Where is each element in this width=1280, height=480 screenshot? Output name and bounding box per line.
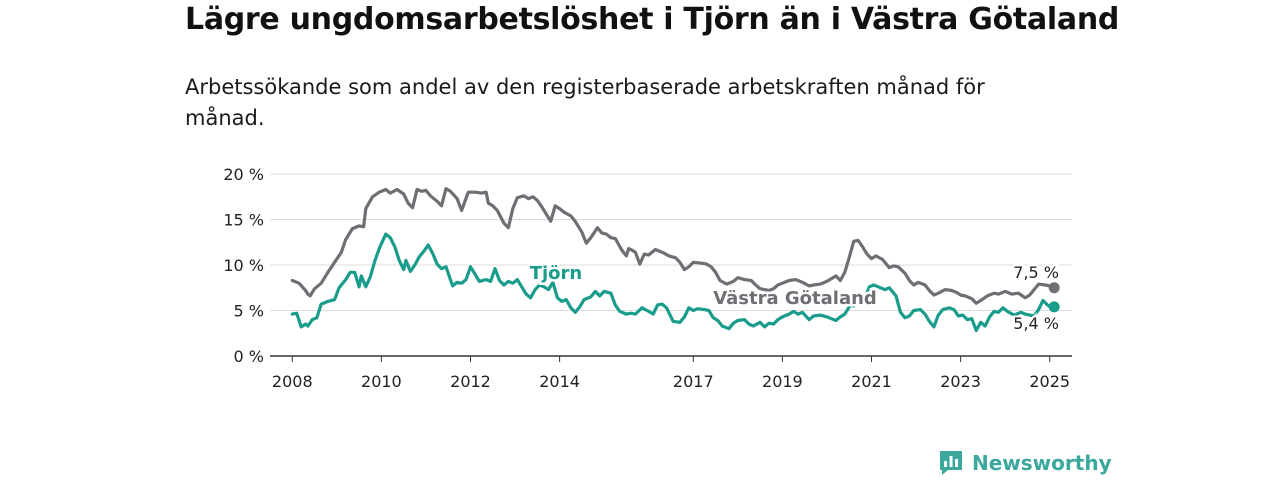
x-tick-label: 2025 bbox=[1029, 372, 1070, 391]
chart-subtitle: Arbetssökande som andel av den registerb… bbox=[185, 75, 985, 130]
chart-title: Lägre ungdomsarbetslöshet i Tjörn än i V… bbox=[185, 2, 1120, 37]
tj-rn-end-marker bbox=[1048, 301, 1060, 313]
x-tick-label: 2023 bbox=[940, 372, 981, 391]
series-layer bbox=[290, 187, 1060, 333]
y-tick-label: 20 % bbox=[223, 165, 264, 184]
x-tick-label: 2008 bbox=[272, 372, 313, 391]
v-stra-g-taland-end-marker bbox=[1048, 282, 1060, 294]
x-tick-label: 2010 bbox=[361, 372, 402, 391]
x-tick-label: 2019 bbox=[762, 372, 803, 391]
v-stra-g-taland-end-value: 7,5 % bbox=[1013, 263, 1059, 282]
newsworthy-brand-name: Newsworthy bbox=[972, 451, 1112, 475]
x-tick-label: 2017 bbox=[673, 372, 714, 391]
newsworthy-logo-icon bbox=[940, 451, 962, 475]
y-tick-label: 0 % bbox=[234, 347, 264, 366]
label-layer: 7,5 % Västra Götaland 5,4 % Tjörn bbox=[527, 261, 1061, 336]
v-stra-g-taland-series-label: Västra Götaland bbox=[713, 288, 877, 309]
x-tick-label: 2014 bbox=[539, 372, 580, 391]
newsworthy-logo: Newsworthy bbox=[938, 449, 1112, 477]
x-tick-label: 2012 bbox=[450, 372, 491, 391]
tj-rn-series-label: Tjörn bbox=[530, 263, 583, 284]
x-tick-label: 2021 bbox=[851, 372, 892, 391]
line-chart: 0 %5 %10 %15 %20 % 2008 2010 2012 2014 2017 2… bbox=[223, 165, 1072, 391]
v-stra-g-taland-line bbox=[290, 187, 1056, 305]
y-tick-label: 5 % bbox=[234, 302, 264, 321]
y-tick-label: 15 % bbox=[223, 211, 264, 230]
x-axis: 2008 2010 2012 2014 2017 2019 2021 2023 2025 bbox=[270, 355, 1072, 391]
tj-rn-end-value: 5,4 % bbox=[1013, 314, 1059, 333]
y-axis-labels: 0 % 5 % 10 % 15 % 20 % bbox=[223, 165, 264, 366]
tj-rn-line bbox=[290, 232, 1056, 333]
y-tick-label: 10 % bbox=[223, 256, 264, 275]
